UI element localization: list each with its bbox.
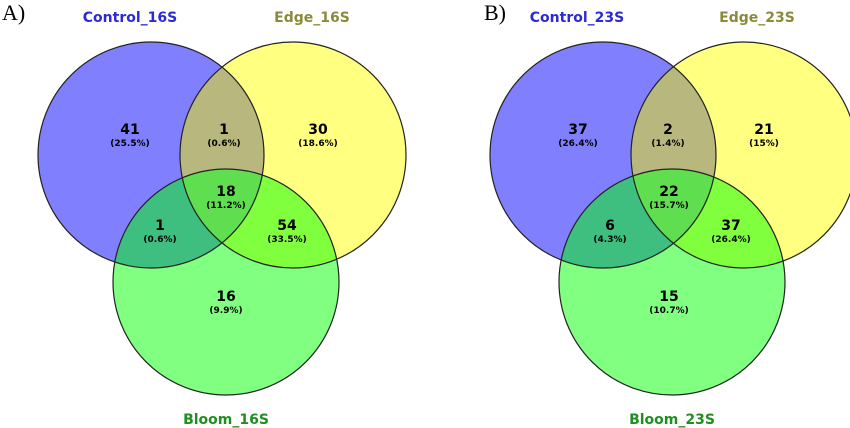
pct-control-edge-b: (1.4%) bbox=[651, 139, 684, 149]
pct-all-three-a: (11.2%) bbox=[206, 201, 245, 211]
outline-edge-a bbox=[179, 41, 407, 269]
pct-all-three-b: (15.7%) bbox=[649, 201, 688, 211]
pct-edge-only-b: (15%) bbox=[749, 139, 779, 149]
count-control-bloom-a: 1 bbox=[155, 218, 165, 234]
pct-control-edge-a: (0.6%) bbox=[207, 139, 240, 149]
outline-control-a bbox=[37, 41, 265, 269]
outline-edge-b bbox=[630, 41, 850, 269]
pct-control-bloom-a: (0.6%) bbox=[143, 235, 176, 245]
set-title-control-a: Control_16S bbox=[83, 10, 177, 26]
count-control-bloom-b: 6 bbox=[605, 218, 615, 234]
venn-panel-b: B) Control_23S Edge_23S Bloom_23S 37 (26… bbox=[484, 0, 850, 428]
set-title-control-b: Control_23S bbox=[530, 10, 624, 26]
count-edge-bloom-b: 37 bbox=[721, 218, 740, 234]
set-title-edge-a: Edge_16S bbox=[274, 10, 350, 26]
venn-panel-a: A) Control_16S Edge_16S Bloom_16S 41 (25… bbox=[2, 0, 407, 428]
set-title-edge-b: Edge_23S bbox=[719, 10, 795, 26]
overlap-edge-bloom-a bbox=[180, 169, 339, 268]
count-control-only-a: 41 bbox=[120, 122, 139, 138]
count-edge-only-b: 21 bbox=[754, 122, 773, 138]
count-bloom-only-a: 16 bbox=[216, 289, 235, 305]
panel-label-a: A) bbox=[2, 0, 25, 25]
count-control-edge-b: 2 bbox=[663, 122, 673, 138]
count-all-three-b: 22 bbox=[659, 184, 678, 200]
pct-control-only-b: (26.4%) bbox=[558, 139, 597, 149]
pct-edge-bloom-a: (33.5%) bbox=[267, 235, 306, 245]
pct-control-only-a: (25.5%) bbox=[110, 139, 149, 149]
overlap-control-bloom-b bbox=[559, 169, 716, 268]
panel-label-b: B) bbox=[484, 0, 506, 25]
count-edge-bloom-a: 54 bbox=[277, 218, 297, 234]
count-control-only-b: 37 bbox=[568, 122, 587, 138]
pct-bloom-only-b: (10.7%) bbox=[649, 306, 688, 316]
count-bloom-only-b: 15 bbox=[659, 289, 678, 305]
pct-edge-only-a: (18.6%) bbox=[298, 139, 337, 149]
pct-bloom-only-a: (9.9%) bbox=[209, 306, 242, 316]
outline-control-b bbox=[489, 41, 717, 269]
overlap-control-bloom-a bbox=[113, 169, 264, 268]
outline-bloom-b bbox=[558, 168, 786, 396]
set-title-bloom-a: Bloom_16S bbox=[183, 412, 269, 428]
overlap-edge-bloom-b bbox=[631, 169, 785, 268]
pct-control-bloom-b: (4.3%) bbox=[593, 235, 626, 245]
count-all-three-a: 18 bbox=[216, 184, 235, 200]
pct-edge-bloom-b: (26.4%) bbox=[711, 235, 750, 245]
count-edge-only-a: 30 bbox=[308, 122, 328, 138]
count-control-edge-a: 1 bbox=[219, 122, 229, 138]
outline-bloom-a bbox=[112, 168, 340, 396]
set-title-bloom-b: Bloom_23S bbox=[629, 412, 715, 428]
